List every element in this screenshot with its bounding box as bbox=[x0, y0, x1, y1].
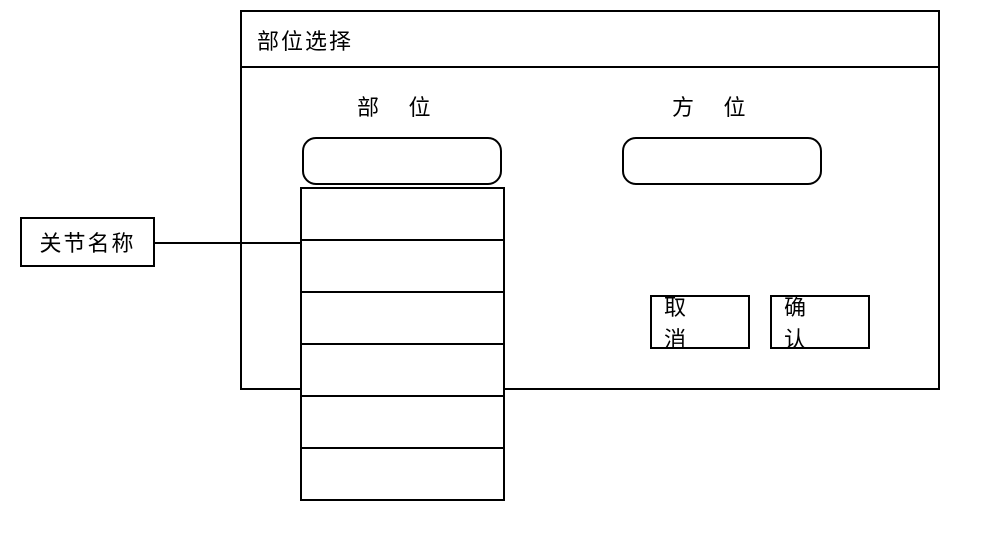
dialog-title: 部位选择 bbox=[257, 24, 353, 56]
column-header-direction: 方 位 bbox=[672, 90, 758, 122]
annotation-connector bbox=[155, 242, 300, 244]
dropdown-item[interactable] bbox=[302, 239, 503, 291]
cancel-button[interactable]: 取 消 bbox=[650, 295, 750, 349]
dropdown-item[interactable] bbox=[302, 291, 503, 343]
dropdown-item[interactable] bbox=[302, 395, 503, 447]
annotation-label: 关节名称 bbox=[20, 217, 155, 267]
direction-select[interactable] bbox=[622, 137, 822, 185]
title-divider bbox=[242, 66, 938, 68]
confirm-button[interactable]: 确 认 bbox=[770, 295, 870, 349]
dropdown-item[interactable] bbox=[302, 343, 503, 395]
dropdown-item[interactable] bbox=[302, 187, 503, 239]
column-header-part: 部 位 bbox=[357, 90, 443, 122]
part-dropdown-list bbox=[300, 187, 505, 501]
part-select[interactable] bbox=[302, 137, 502, 185]
dropdown-item[interactable] bbox=[302, 447, 503, 499]
